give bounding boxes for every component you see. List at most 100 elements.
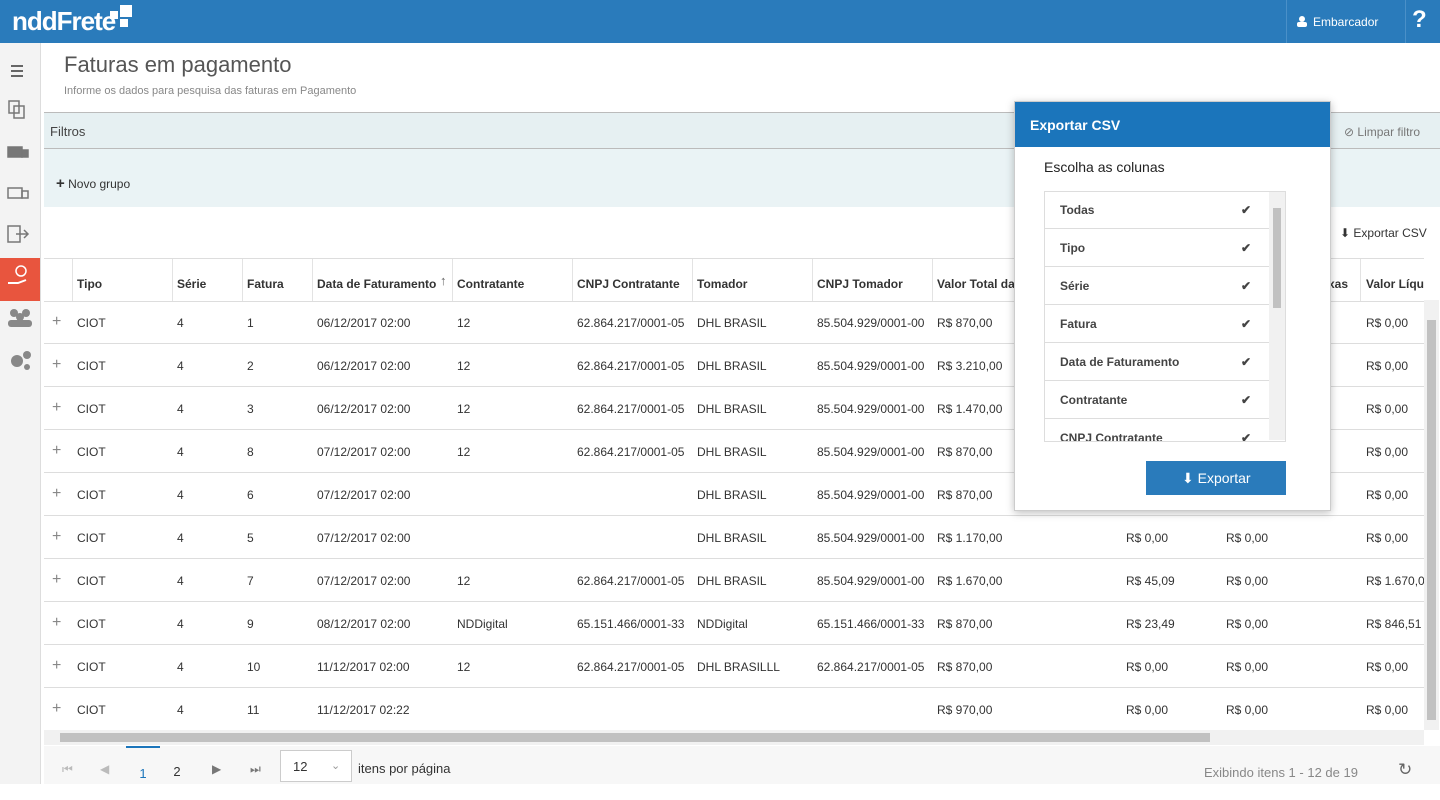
refresh[interactable]: ↻ xyxy=(1398,760,1413,779)
page-number[interactable]: 1 xyxy=(126,746,160,786)
table-cell: 10 xyxy=(247,660,261,674)
table-cell: 08/12/2017 02:00 xyxy=(317,617,411,631)
expand-row[interactable]: + xyxy=(52,571,62,588)
option-label: Todas xyxy=(1060,203,1095,217)
column-option[interactable]: Todas ✔ xyxy=(1045,192,1269,229)
dialog-title: Exportar CSV xyxy=(1030,117,1121,133)
export-button-text: Exportar xyxy=(1197,470,1251,486)
vertical-scrollbar[interactable] xyxy=(1424,300,1439,730)
column-header: Data de Faturamento xyxy=(317,277,437,291)
new-group[interactable]: + Novo grupo xyxy=(56,175,131,192)
table-row xyxy=(44,559,1424,602)
column-option[interactable]: Contratante ✔ xyxy=(1045,382,1269,419)
per-page-label: itens por página xyxy=(358,761,451,776)
table-cell: 07/12/2017 02:00 xyxy=(317,445,411,459)
table-cell: 12 xyxy=(457,316,471,330)
column-option[interactable]: Fatura ✔ xyxy=(1045,306,1269,343)
table-cell: 11 xyxy=(247,703,260,717)
table-cell: 62.864.217/0001-05 xyxy=(577,660,685,674)
expand-row[interactable]: + xyxy=(52,614,62,631)
check-icon: ✔ xyxy=(1241,431,1252,442)
table-cell: 62.864.217/0001-05 xyxy=(577,359,685,373)
table-cell: 6 xyxy=(247,488,254,502)
table-cell: 4 xyxy=(177,316,184,330)
export-dialog: Exportar CSV Escolha as colunas Todas ✔ Ti… xyxy=(1014,101,1331,511)
clear-filter[interactable]: ⊘ Limpar filtro xyxy=(1344,125,1421,139)
prev-page[interactable]: ◀ xyxy=(100,762,110,776)
table-row xyxy=(44,301,1424,344)
table-cell: 4 xyxy=(177,359,184,373)
table-cell: 12 xyxy=(457,445,471,459)
page-number[interactable]: 2 xyxy=(173,764,181,779)
page-size-select[interactable]: 12 ⌄ xyxy=(280,750,352,782)
export-button[interactable]: ⬇ Exportar xyxy=(1146,461,1286,495)
table-cell: DHL BRASILLL xyxy=(697,660,780,674)
column-header: Tipo xyxy=(77,277,103,291)
brand[interactable]: nddFrete xyxy=(12,6,116,36)
table-cell: DHL BRASIL xyxy=(697,574,767,588)
table-cell: 85.504.929/0001-00 xyxy=(817,531,925,545)
table-row xyxy=(44,344,1424,387)
column-header: Série xyxy=(177,277,207,291)
export-csv-link[interactable]: ⬇ Exportar CSV xyxy=(1340,226,1427,240)
check-icon: ✔ xyxy=(1241,279,1252,293)
table-cell: 65.151.466/0001-33 xyxy=(577,617,685,631)
table-cell: 4 xyxy=(177,703,184,717)
check-icon: ✔ xyxy=(1241,203,1252,217)
table-cell: CIOT xyxy=(77,703,106,717)
table-cell: R$ 0,00 xyxy=(1226,617,1269,631)
table-cell: CIOT xyxy=(77,359,106,373)
table-cell: 06/12/2017 02:00 xyxy=(317,402,411,416)
table-cell: CIOT xyxy=(77,617,106,631)
next-page[interactable]: ▶ xyxy=(212,762,222,776)
sort-icon: ↑ xyxy=(440,273,447,288)
column-option[interactable]: CNPJ Contratante ✔ xyxy=(1045,420,1269,442)
table-cell: R$ 0,00 xyxy=(1366,402,1409,416)
table-cell: R$ 870,00 xyxy=(937,660,993,674)
table-row xyxy=(44,516,1424,559)
last-page[interactable]: ⏭ xyxy=(250,762,261,776)
table-cell: 4 xyxy=(177,402,184,416)
expand-row[interactable]: + xyxy=(52,356,62,373)
list-scrollbar[interactable] xyxy=(1269,192,1285,440)
table-cell: 85.504.929/0001-00 xyxy=(817,316,925,330)
table-cell: R$ 870,00 xyxy=(937,617,993,631)
column-divider xyxy=(172,259,173,301)
sidebar-icons xyxy=(0,65,40,370)
table-cell: R$ 0,00 xyxy=(1126,703,1169,717)
expand-row[interactable]: + xyxy=(52,313,62,330)
table-cell: 62.864.217/0001-05 xyxy=(577,316,685,330)
table-row xyxy=(44,602,1424,645)
table-cell: CIOT xyxy=(77,660,106,674)
column-option[interactable]: Tipo ✔ xyxy=(1045,230,1269,267)
table-cell: 62.864.217/0001-05 xyxy=(577,445,685,459)
table-cell: R$ 1.670,00 xyxy=(1366,574,1424,588)
expand-row[interactable]: + xyxy=(52,442,62,459)
table-cell: R$ 0,00 xyxy=(1366,660,1409,674)
column-option[interactable]: Série ✔ xyxy=(1045,268,1269,305)
table-cell: 12 xyxy=(457,574,471,588)
table-cell: R$ 0,00 xyxy=(1366,445,1409,459)
expand-row[interactable]: + xyxy=(52,399,62,416)
expand-row[interactable]: + xyxy=(52,657,62,674)
option-label: CNPJ Contratante xyxy=(1060,431,1163,442)
option-label: Tipo xyxy=(1060,241,1086,255)
sidebar xyxy=(0,43,41,784)
help-button[interactable]: ? xyxy=(1412,6,1427,33)
table-row xyxy=(44,473,1424,516)
table-cell: R$ 0,00 xyxy=(1366,488,1409,502)
horizontal-scrollbar[interactable] xyxy=(44,730,1424,745)
user-menu[interactable]: Embarcador xyxy=(1286,0,1406,43)
expand-row[interactable]: + xyxy=(52,485,62,502)
table-cell: 4 xyxy=(177,617,184,631)
table-cell: R$ 0,00 xyxy=(1366,703,1409,717)
expand-row[interactable]: + xyxy=(52,700,62,717)
first-page[interactable]: ⏮ xyxy=(62,762,73,776)
pager-summary: Exibindo itens 1 - 12 de 19 xyxy=(1204,765,1358,780)
table-cell: 07/12/2017 02:00 xyxy=(317,574,411,588)
column-divider xyxy=(932,259,933,301)
table-cell: R$ 0,00 xyxy=(1226,531,1269,545)
expand-row[interactable]: + xyxy=(52,528,62,545)
column-option[interactable]: Data de Faturamento ✔ xyxy=(1045,344,1269,381)
